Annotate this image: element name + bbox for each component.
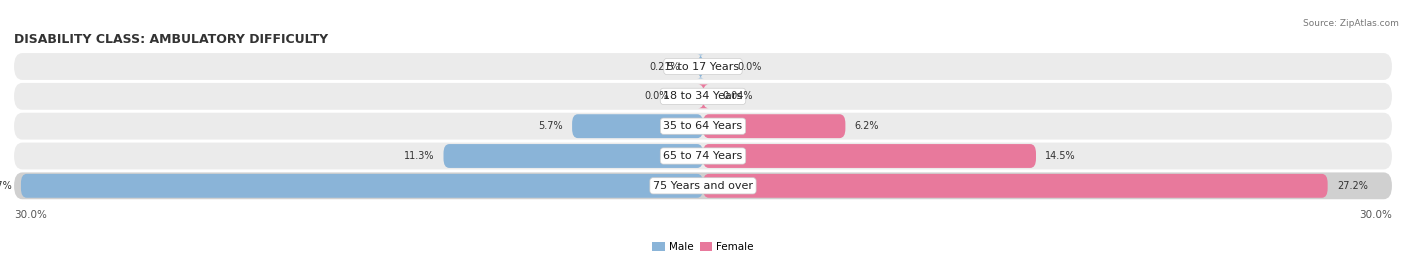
- Text: DISABILITY CLASS: AMBULATORY DIFFICULTY: DISABILITY CLASS: AMBULATORY DIFFICULTY: [14, 33, 328, 46]
- Text: 35 to 64 Years: 35 to 64 Years: [664, 121, 742, 131]
- Text: 0.04%: 0.04%: [723, 91, 752, 101]
- FancyBboxPatch shape: [14, 143, 1392, 169]
- FancyBboxPatch shape: [703, 174, 1327, 198]
- Text: 27.2%: 27.2%: [1337, 181, 1368, 191]
- Text: 65 to 74 Years: 65 to 74 Years: [664, 151, 742, 161]
- FancyBboxPatch shape: [699, 84, 709, 108]
- FancyBboxPatch shape: [572, 114, 703, 138]
- FancyBboxPatch shape: [14, 83, 1392, 110]
- FancyBboxPatch shape: [697, 55, 704, 79]
- FancyBboxPatch shape: [703, 114, 845, 138]
- FancyBboxPatch shape: [14, 53, 1392, 80]
- Text: 14.5%: 14.5%: [1045, 151, 1076, 161]
- FancyBboxPatch shape: [21, 174, 703, 198]
- Text: 75 Years and over: 75 Years and over: [652, 181, 754, 191]
- Text: 30.0%: 30.0%: [14, 210, 46, 220]
- FancyBboxPatch shape: [14, 113, 1392, 140]
- Text: 5 to 17 Years: 5 to 17 Years: [666, 62, 740, 72]
- Text: 29.7%: 29.7%: [0, 181, 11, 191]
- Text: 6.2%: 6.2%: [855, 121, 879, 131]
- FancyBboxPatch shape: [703, 144, 1036, 168]
- FancyBboxPatch shape: [14, 172, 1392, 199]
- Text: 0.0%: 0.0%: [738, 62, 762, 72]
- Text: 30.0%: 30.0%: [1360, 210, 1392, 220]
- Text: 5.7%: 5.7%: [538, 121, 562, 131]
- FancyBboxPatch shape: [443, 144, 703, 168]
- Text: 11.3%: 11.3%: [404, 151, 434, 161]
- Text: Source: ZipAtlas.com: Source: ZipAtlas.com: [1303, 19, 1399, 28]
- Text: 18 to 34 Years: 18 to 34 Years: [664, 91, 742, 101]
- Text: 0.21%: 0.21%: [650, 62, 681, 72]
- Text: 0.0%: 0.0%: [644, 91, 669, 101]
- Legend: Male, Female: Male, Female: [652, 242, 754, 252]
